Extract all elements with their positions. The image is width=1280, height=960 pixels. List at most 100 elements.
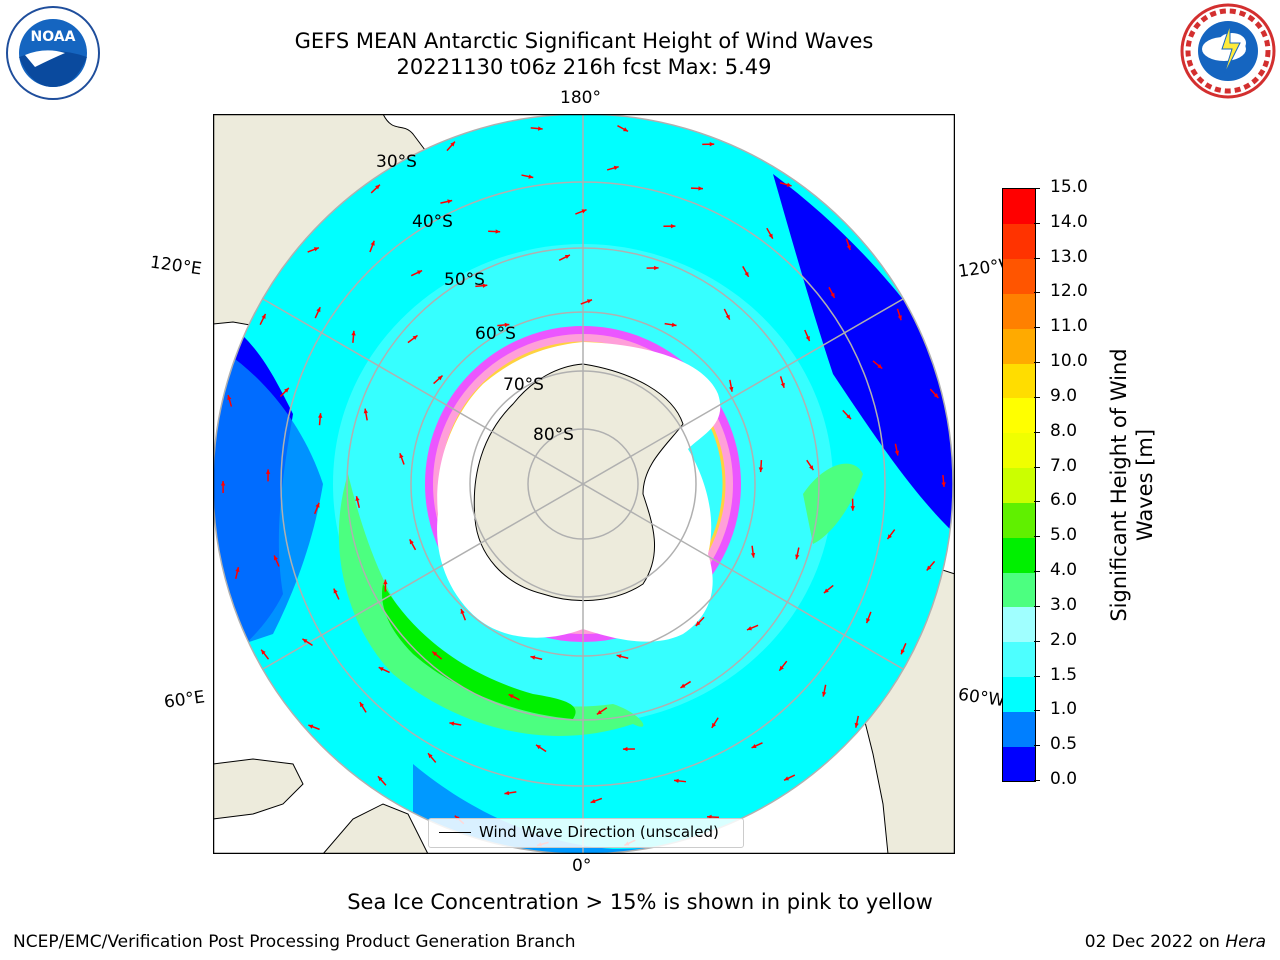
colorbar-tick-mark bbox=[1034, 362, 1040, 364]
wave-arrow-head bbox=[378, 667, 384, 672]
wave-arrow-head bbox=[370, 240, 375, 246]
wave-arrow-head bbox=[333, 588, 338, 594]
low-wave-region-northeast bbox=[773, 174, 953, 534]
colorbar-cell bbox=[1003, 537, 1035, 573]
wave-arrow-head bbox=[460, 608, 465, 614]
wave-arrow-head bbox=[235, 567, 240, 573]
wave-arrow-head bbox=[698, 186, 703, 191]
lat-label-60s: 60°S bbox=[475, 324, 516, 344]
colorbar-tick-label: 6.0 bbox=[1050, 490, 1078, 511]
lat-label-30s: 30°S bbox=[376, 152, 417, 172]
wave-arrow-head bbox=[537, 126, 543, 131]
colorbar-tick-label: 3.0 bbox=[1050, 594, 1078, 615]
colorbar-cell bbox=[1003, 606, 1035, 643]
wave-arrow-head bbox=[680, 683, 686, 688]
wave-arrow-head bbox=[261, 649, 266, 655]
wave-arrow-head bbox=[227, 395, 232, 400]
africa-land bbox=[213, 758, 304, 820]
wave-arrow-head bbox=[432, 651, 438, 657]
wave-arrow-head bbox=[671, 322, 677, 327]
colorbar-tick-label: 13.0 bbox=[1050, 246, 1088, 267]
wave-arrow-head bbox=[536, 744, 541, 750]
colorbar-cell bbox=[1003, 293, 1035, 329]
colorbar-tick-label: 2.0 bbox=[1050, 629, 1078, 650]
wave-arrow-head bbox=[586, 299, 592, 304]
wave-arrow-head bbox=[809, 465, 814, 471]
wave-arrow-head bbox=[399, 453, 404, 459]
wave-arrow-head bbox=[447, 199, 453, 204]
wave-arrow-head bbox=[383, 579, 388, 585]
lat-label-80s: 80°S bbox=[533, 425, 574, 445]
colorbar-tick-mark bbox=[1034, 327, 1040, 329]
colorbar-tick-mark bbox=[1034, 257, 1040, 259]
wave-arrow-head bbox=[590, 798, 596, 804]
wave-arrow-head bbox=[854, 722, 859, 728]
lon-label-180: 180° bbox=[560, 88, 601, 108]
wave-arrow-head bbox=[355, 496, 360, 502]
wave-arrow-head bbox=[751, 743, 757, 748]
colorbar-tick-label: 1.5 bbox=[1050, 664, 1078, 685]
colorbar-tick-mark bbox=[1034, 396, 1040, 398]
legend-label: Wind Wave Direction (unscaled) bbox=[479, 823, 719, 841]
wave-arrow-head bbox=[784, 776, 790, 781]
wave-arrow-head bbox=[508, 694, 514, 699]
wave-arrow-head bbox=[695, 621, 701, 626]
wave-arrow-head bbox=[823, 588, 829, 594]
wave-arrow-head bbox=[830, 292, 835, 298]
colorbar-tick-mark bbox=[1034, 292, 1040, 294]
colorbar-tick-mark bbox=[1034, 188, 1040, 189]
wave-arrow-head bbox=[780, 382, 785, 388]
colorbar-cell bbox=[1003, 711, 1035, 747]
colorbar-tick-mark bbox=[1034, 710, 1040, 712]
wave-arrow-head bbox=[261, 313, 266, 319]
colorbar-tick-mark bbox=[1034, 780, 1040, 781]
wave-arrow-head bbox=[744, 271, 749, 277]
wave-arrow-head bbox=[779, 665, 784, 671]
wave-arrow-head bbox=[711, 722, 717, 728]
wave-arrow-head bbox=[482, 283, 488, 288]
wave-arrow-head bbox=[377, 776, 383, 782]
colorbar-cell bbox=[1003, 467, 1035, 503]
wave-arrow-head bbox=[564, 254, 570, 259]
lat-label-50s: 50°S bbox=[444, 270, 485, 290]
wave-arrow-head bbox=[887, 534, 892, 540]
wave-arrow-head bbox=[850, 506, 855, 511]
colorbar-cell bbox=[1003, 746, 1035, 782]
wave-arrow-head bbox=[795, 554, 800, 560]
wave-arrow-head bbox=[670, 224, 676, 229]
wave-arrow-head bbox=[758, 467, 764, 473]
wave-arrow-head bbox=[768, 233, 773, 239]
wave-arrow-head bbox=[616, 654, 622, 659]
wave-arrow-head bbox=[530, 655, 536, 660]
colorbar-tick-label: 5.0 bbox=[1050, 525, 1078, 546]
colorbar-cell bbox=[1003, 189, 1035, 225]
wave-arrow-head bbox=[805, 336, 810, 342]
colorbar-tick-label: 14.0 bbox=[1050, 211, 1088, 232]
africa-land-lower bbox=[322, 803, 429, 854]
wave-arrow-head bbox=[750, 552, 756, 558]
wave-arrow-head bbox=[265, 469, 271, 474]
wave-arrow-head bbox=[308, 724, 314, 729]
wave-arrow-head bbox=[363, 408, 368, 414]
wave-arrow-head bbox=[450, 141, 455, 147]
colorbar-tick-label: 8.0 bbox=[1050, 420, 1078, 441]
colorbar-tick-mark bbox=[1034, 431, 1040, 433]
colorbar-cell bbox=[1003, 397, 1035, 434]
wave-arrow-head bbox=[313, 247, 319, 252]
colorbar-tick-label: 1.0 bbox=[1050, 699, 1078, 720]
colorbar-tick-mark bbox=[1034, 675, 1040, 677]
wind-wave-arrows bbox=[220, 124, 946, 847]
lon-label-120e: 120°E bbox=[148, 252, 203, 280]
footer-date-text: 02 Dec 2022 on bbox=[1084, 932, 1226, 952]
colorbar-tick-mark bbox=[1034, 605, 1040, 607]
colorbar-tick-mark bbox=[1034, 501, 1040, 503]
colorbar-cell bbox=[1003, 363, 1035, 399]
legend-line-swatch bbox=[439, 832, 471, 833]
colorbar-ticks: 0.0 0.5 1.0 1.5 2.0 3.0 4.0 5.0 6.0 7.0 8.0 9.0 10.0… bbox=[1034, 177, 1114, 789]
wave-arrow-head bbox=[725, 314, 730, 320]
colorbar-tick-label: 4.0 bbox=[1050, 560, 1078, 581]
high-wave-band-southwest bbox=[338, 474, 644, 736]
wave-arrow-head bbox=[528, 174, 534, 179]
colorbar-cell bbox=[1003, 223, 1035, 260]
wave-arrow-head bbox=[786, 182, 792, 187]
